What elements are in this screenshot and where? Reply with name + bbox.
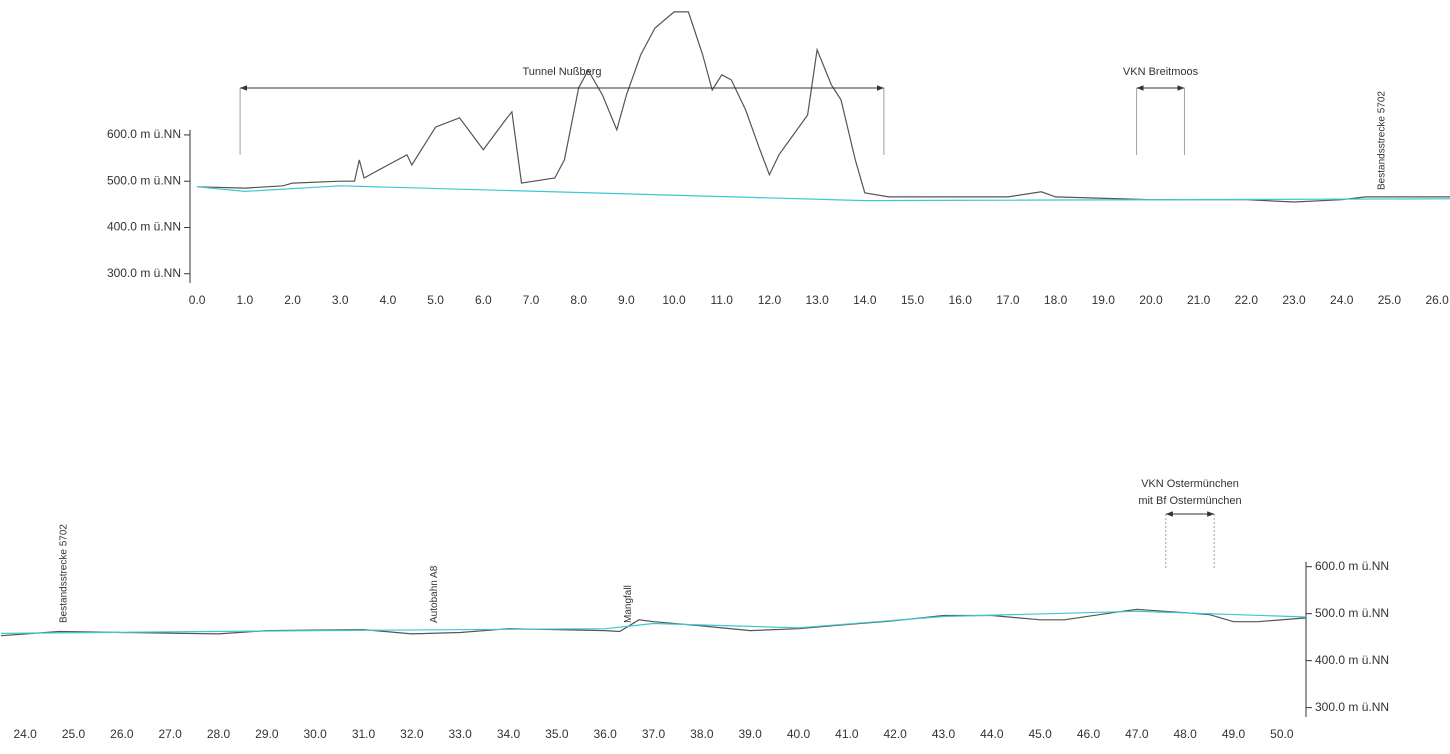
- x-tick-label: 0.0: [189, 293, 206, 307]
- x-tick-label: 41.0: [835, 727, 859, 741]
- x-tick-label: 50.0: [1270, 727, 1294, 741]
- x-tick-label: 26.0: [1425, 293, 1449, 307]
- x-tick-label: 47.0: [1125, 727, 1149, 741]
- x-tick-label: 30.0: [303, 727, 327, 741]
- x-tick-label: 28.0: [207, 727, 231, 741]
- y-tick-label: 500.0 m ü.NN: [107, 173, 181, 187]
- x-tick-label: 40.0: [787, 727, 811, 741]
- x-tick-label: 11.0: [711, 293, 734, 307]
- x-tick-label: 18.0: [1044, 293, 1068, 307]
- x-tick-label: 42.0: [883, 727, 907, 741]
- vertical-label: Bestandsstrecke 5702: [1377, 91, 1388, 190]
- x-tick-label: 1.0: [237, 293, 254, 307]
- x-tick-label: 3.0: [332, 293, 349, 307]
- y-tick-label: 300.0 m ü.NN: [1315, 700, 1389, 714]
- x-tick-label: 32.0: [400, 727, 424, 741]
- profile-line: [0, 610, 1307, 634]
- x-tick-label: 4.0: [380, 293, 397, 307]
- y-tick-label: 600.0 m ü.NN: [107, 127, 181, 141]
- x-tick-label: 23.0: [1282, 293, 1306, 307]
- x-tick-label: 21.0: [1187, 293, 1211, 307]
- x-tick-label: 13.0: [805, 293, 829, 307]
- x-tick-label: 34.0: [497, 727, 521, 741]
- x-tick-label: 7.0: [523, 293, 540, 307]
- x-tick-label: 35.0: [545, 727, 569, 741]
- x-tick-label: 24.0: [1330, 293, 1354, 307]
- x-tick-label: 29.0: [255, 727, 279, 741]
- y-tick-label: 400.0 m ü.NN: [1315, 653, 1389, 667]
- vertical-label: Bestandsstrecke 5702: [59, 524, 70, 623]
- profile-line: [197, 11, 1450, 203]
- x-tick-label: 26.0: [110, 727, 134, 741]
- x-tick-label: 12.0: [758, 293, 782, 307]
- annotation-label: Tunnel Nußberg: [522, 66, 601, 78]
- x-tick-label: 25.0: [62, 727, 86, 741]
- x-tick-label: 27.0: [158, 727, 182, 741]
- x-tick-label: 14.0: [853, 293, 877, 307]
- annotation-label: mit Bf Ostermünchen: [1138, 495, 1241, 507]
- y-tick-label: 600.0 m ü.NN: [1315, 559, 1389, 573]
- x-tick-label: 2.0: [284, 293, 301, 307]
- x-tick-label: 25.0: [1378, 293, 1402, 307]
- x-tick-label: 15.0: [901, 293, 925, 307]
- x-tick-label: 24.0: [13, 727, 37, 741]
- x-tick-label: 8.0: [570, 293, 587, 307]
- profile-line: [197, 185, 1450, 202]
- y-tick-label: 500.0 m ü.NN: [1315, 606, 1389, 620]
- vertical-label: Autobahn A8: [429, 565, 440, 623]
- x-tick-label: 17.0: [996, 293, 1020, 307]
- x-tick-label: 33.0: [448, 727, 472, 741]
- y-tick-label: 400.0 m ü.NN: [107, 220, 181, 234]
- x-tick-label: 10.0: [662, 293, 686, 307]
- x-tick-label: 6.0: [475, 293, 492, 307]
- x-tick-label: 19.0: [1092, 293, 1116, 307]
- x-tick-label: 37.0: [642, 727, 666, 741]
- annotation-label: VKN Breitmoos: [1123, 66, 1199, 78]
- y-tick-label: 300.0 m ü.NN: [107, 266, 181, 280]
- x-tick-label: 36.0: [593, 727, 617, 741]
- x-tick-label: 43.0: [932, 727, 956, 741]
- x-tick-label: 31.0: [352, 727, 376, 741]
- x-tick-label: 9.0: [618, 293, 635, 307]
- x-tick-label: 45.0: [1028, 727, 1052, 741]
- x-tick-label: 5.0: [427, 293, 444, 307]
- x-tick-label: 16.0: [949, 293, 973, 307]
- annotation-label: VKN Ostermünchen: [1141, 478, 1239, 490]
- x-tick-label: 20.0: [1139, 293, 1163, 307]
- vertical-label: Mangfall: [623, 585, 634, 623]
- x-tick-label: 22.0: [1235, 293, 1259, 307]
- x-tick-label: 38.0: [690, 727, 714, 741]
- x-tick-label: 48.0: [1173, 727, 1197, 741]
- x-tick-label: 39.0: [738, 727, 762, 741]
- x-tick-label: 46.0: [1077, 727, 1101, 741]
- x-tick-label: 44.0: [980, 727, 1004, 741]
- x-tick-label: 49.0: [1222, 727, 1246, 741]
